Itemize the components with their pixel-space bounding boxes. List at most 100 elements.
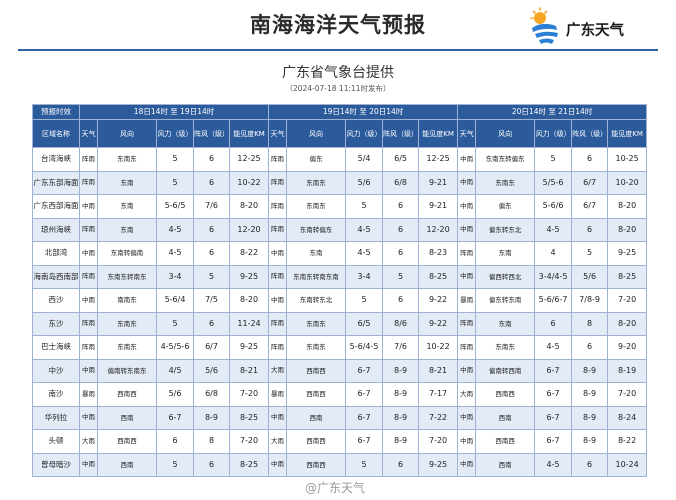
weather-cell: 阵雨 [268, 147, 288, 172]
table-row: 中沙 中雨 偏南转东南东 4/5 5/6 8-21 大雨 西南西 6-7 8-9 8-21 中雨 偏南转… [32, 358, 648, 383]
column-header: 风向 [286, 119, 347, 148]
table-row: 曾母暗沙 中雨 西南 5 6 8-25 中雨 西南西 5 6 9-25 中雨 西南 4-5 6 10-24 [32, 452, 648, 477]
wind-force-cell: 5 [156, 147, 194, 172]
visibility-cell: 8-24 [607, 405, 648, 430]
wind-force-cell: 5 [345, 194, 384, 219]
table-row: 琼州海峡 阵雨 东南 4-5 6 12-20 阵雨 东南转偏东 4-5 6 12-20 中雨 偏东转东北… [32, 217, 648, 242]
table-row: 东沙 阵雨 东南东 5 6 11-24 阵雨 东南东 6/5 8/6 9-22 阵雨 东南 6 8 8-20 [32, 311, 648, 336]
column-header: 阵风（级） [382, 119, 420, 148]
visibility-cell: 8-20 [228, 288, 270, 313]
wind-force-cell: 5 [156, 311, 194, 336]
wind-force-cell: 4 [534, 241, 573, 266]
gust-cell: 6 [382, 194, 420, 219]
header: 南海海洋天气预报 广东天气 [0, 0, 676, 52]
gust-cell: 5 [193, 264, 230, 289]
gust-cell: 6 [382, 217, 420, 242]
wind-direction-cell: 偏东转东北 [475, 217, 536, 242]
wind-force-cell: 4-5 [345, 217, 384, 242]
wind-direction-cell: 东南转偏东 [286, 217, 347, 242]
weather-cell: 阵雨 [268, 264, 288, 289]
visibility-cell: 7-20 [607, 288, 648, 313]
wind-force-cell: 6-7 [345, 358, 384, 383]
wind-direction-cell: 东南 [97, 170, 157, 195]
table-row: 华列拉 中雨 西南 6-7 8-9 8-25 中雨 西南 6-7 8-9 7-22 中雨 西南 6-7 8-… [32, 405, 648, 430]
area-name-cell: 琼州海峡 [32, 217, 80, 242]
wind-direction-cell: 东南东 [97, 311, 157, 336]
visibility-cell: 12-25 [418, 147, 459, 172]
visibility-cell: 8-21 [418, 358, 459, 383]
weather-cell: 中雨 [457, 217, 477, 242]
wind-direction-cell: 南南东 [97, 288, 157, 313]
wind-force-cell: 4-5 [156, 241, 194, 266]
visibility-cell: 9-20 [607, 335, 648, 360]
table-row: 西沙 中雨 南南东 5-6/4 7/5 8-20 中雨 东南转东北 5 6 9-22 暴雨 偏东转东南 5… [32, 288, 648, 313]
wind-force-cell: 4-5 [534, 335, 573, 360]
wind-force-cell: 4/5 [156, 358, 194, 383]
weather-cell: 阵雨 [79, 264, 98, 289]
gust-cell: 6 [382, 288, 420, 313]
weather-cell: 中雨 [268, 452, 288, 477]
area-name-cell: 东沙 [32, 311, 80, 336]
wind-force-cell: 5 [156, 170, 194, 195]
visibility-cell: 9-22 [418, 311, 459, 336]
gust-cell: 8-9 [571, 405, 609, 430]
period-2: 19日14时 至 20日14时 [268, 104, 459, 120]
wind-direction-cell: 西南 [97, 405, 157, 430]
weather-cell: 阵雨 [79, 217, 98, 242]
wind-direction-cell: 东南东 [97, 147, 157, 172]
wind-force-cell: 5/6 [156, 382, 194, 407]
weather-cell: 阵雨 [457, 335, 477, 360]
wind-direction-cell: 偏东 [286, 147, 347, 172]
wind-direction-cell: 东南东转南东 [97, 264, 157, 289]
area-name-cell: 华列拉 [32, 405, 80, 430]
weather-cell: 阵雨 [268, 194, 288, 219]
wind-direction-cell: 偏南转西南 [475, 358, 536, 383]
area-name-cell: 广东西部海面 [32, 194, 80, 219]
visibility-cell: 11-24 [228, 311, 270, 336]
page-title: 南海海洋天气预报 [250, 13, 426, 37]
weather-cell: 阵雨 [268, 335, 288, 360]
wind-direction-cell: 东南东 [286, 335, 347, 360]
wind-direction-cell: 东南转东北 [286, 288, 347, 313]
weather-cell: 中雨 [457, 264, 477, 289]
visibility-cell: 9-25 [607, 241, 648, 266]
weather-cell: 中雨 [79, 194, 98, 219]
column-header: 风力（级） [534, 119, 573, 148]
wind-force-cell: 3-4 [156, 264, 194, 289]
weather-cell: 大雨 [268, 429, 288, 454]
wind-direction-cell: 东南东 [475, 335, 536, 360]
visibility-cell: 7-20 [228, 382, 270, 407]
wind-force-cell: 5-6/6 [534, 194, 573, 219]
weather-cell: 阵雨 [268, 311, 288, 336]
wind-direction-cell: 西南 [475, 405, 536, 430]
wind-force-cell: 6-7 [534, 429, 573, 454]
weather-cell: 中雨 [457, 405, 477, 430]
weather-cell: 大雨 [268, 358, 288, 383]
title-divider [18, 49, 658, 51]
weather-cell: 中雨 [268, 241, 288, 266]
weather-cell: 大雨 [79, 429, 98, 454]
table-row: 广东东部海面 阵雨 东南 5 6 10-22 阵雨 东南东 5/6 6/8 9-21 中雨 东南东 5/5… [32, 170, 648, 195]
area-name-cell: 南沙 [32, 382, 80, 407]
weather-cell: 中雨 [457, 429, 477, 454]
visibility-cell: 8-25 [228, 405, 270, 430]
gust-cell: 8-9 [382, 358, 420, 383]
gust-cell: 6/8 [382, 170, 420, 195]
wind-force-cell: 5/5-6 [534, 170, 573, 195]
wind-force-cell: 5/4 [345, 147, 384, 172]
wind-direction-cell: 东南东转偏东 [475, 147, 536, 172]
wind-direction-cell: 东南 [97, 217, 157, 242]
visibility-cell: 8-20 [228, 194, 270, 219]
gust-cell: 8/6 [382, 311, 420, 336]
visibility-cell: 8-25 [418, 264, 459, 289]
wind-force-cell: 5-6/5 [156, 194, 194, 219]
weather-cell: 暴雨 [457, 288, 477, 313]
visibility-cell: 8-22 [228, 241, 270, 266]
wind-force-cell: 4-5 [534, 217, 573, 242]
gust-cell: 7/6 [193, 194, 230, 219]
column-header: 阵风（级） [193, 119, 230, 148]
weather-cell: 中雨 [457, 170, 477, 195]
wind-direction-cell: 东南东 [97, 335, 157, 360]
weather-cell: 中雨 [268, 405, 288, 430]
column-header: 天气 [457, 119, 477, 148]
